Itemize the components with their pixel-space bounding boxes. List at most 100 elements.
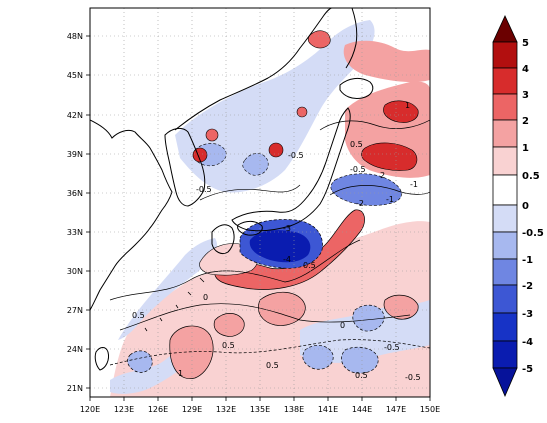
colorbar-label: -5 (522, 364, 533, 375)
colorbar-label: 0 (522, 201, 529, 212)
y-tick-label: 30N (67, 267, 83, 276)
ocean-anomaly-red-blob-4 (213, 313, 245, 337)
contour-label: -0.5 (384, 343, 400, 352)
y-tick-label: 24N (67, 345, 83, 354)
colorbar-segment (492, 231, 518, 260)
colorbar-segment (492, 258, 518, 286)
contour-label: 0.5 (132, 311, 145, 320)
colorbar-segment (492, 119, 518, 148)
oyashio-strong-red (361, 142, 418, 171)
colorbar-label: -4 (522, 337, 533, 348)
map-panel: -3 -4 0.5 -0.5 0 1 -1 2 -2 0.5 -0.5 0.5 … (89, 7, 431, 398)
contour-labels: -3 -4 0.5 -0.5 0 1 -1 2 -2 0.5 -0.5 0.5 … (132, 101, 421, 382)
colorbar-label: 3 (522, 90, 529, 101)
colorbar-label: 2 (522, 116, 529, 127)
x-tick-label: 147E (386, 405, 406, 414)
colorbar-label: -2 (522, 281, 533, 292)
contour-label: 0.5 (266, 361, 279, 370)
contour-label: -0.5 (405, 373, 421, 382)
x-tick-label: 123E (114, 405, 134, 414)
sea-of-japan-red-strip (307, 30, 331, 49)
ocean-anomaly-red-blob-3 (383, 294, 419, 320)
taiwan (94, 347, 109, 371)
contour-label: 0 (203, 293, 208, 302)
mainland-coastline (90, 119, 173, 311)
contour-label: -0.5 (196, 185, 212, 194)
ocean-anomaly-red-blob-2 (258, 292, 306, 326)
colorbar-segment (492, 174, 518, 206)
y-tick-label: 21N (67, 384, 83, 393)
colorbar-segments (492, 15, 518, 398)
sea-of-japan-red-eddy-3 (268, 142, 284, 158)
x-tick-label: 126E (148, 405, 168, 414)
x-tick-label: 135E (250, 405, 270, 414)
japan-kyushu (211, 224, 235, 255)
contour-label: 2 (380, 171, 385, 180)
x-tick-label: 132E (216, 405, 236, 414)
colorbar-segment (492, 340, 518, 369)
colorbar-segment (492, 67, 518, 95)
x-axis: 120E 123E 126E 129E 132E 135E 138E 141E … (80, 397, 440, 414)
japan-shikoku (237, 220, 263, 236)
ocean-anomaly-red-blob-1 (169, 325, 214, 380)
sea-of-japan-red-eddy-2 (205, 128, 219, 142)
x-tick-label: 141E (318, 405, 338, 414)
y-tick-label: 33N (67, 228, 83, 237)
sea-of-japan-red-eddy-4 (296, 106, 308, 118)
contour-label: 1 (178, 369, 183, 378)
ocean-anomaly-blue-patch-4 (127, 350, 153, 373)
deep-blue-anomaly-core (249, 230, 311, 263)
colorbar-segment (492, 93, 518, 121)
y-tick-label: 42N (67, 111, 83, 120)
x-tick-label: 150E (420, 405, 440, 414)
colorbar-label: -1 (522, 255, 533, 266)
x-tick-label: 144E (352, 405, 372, 414)
contour-label: 0.5 (350, 140, 363, 149)
colorbar-segment (492, 312, 518, 342)
japan-hokkaido (339, 77, 374, 99)
sakhalin (345, 8, 358, 69)
colorbar-segment (492, 204, 518, 233)
contour-label: -4 (283, 255, 291, 264)
colorbar-bottom-arrow (492, 367, 518, 398)
y-axis: 21N 24N 27N 30N 33N 36N 39N 42N 45N 48N (67, 32, 90, 393)
ryukyu-islands (144, 277, 205, 332)
contour-label: 0.5 (355, 371, 368, 380)
contour-label: 1 (405, 101, 410, 110)
colorbar-label: 4 (522, 64, 529, 75)
oyashio-strong-red-2 (383, 100, 419, 123)
russia-coastline (174, 8, 333, 131)
x-tick-marks (89, 397, 431, 401)
contour-lines (109, 119, 430, 366)
x-tick-label: 129E (182, 405, 202, 414)
y-tick-marks (86, 35, 90, 389)
x-tick-label: 120E (80, 405, 100, 414)
contour-label: 0.5 (303, 261, 316, 270)
sea-of-japan-light-blue (175, 20, 375, 193)
ocean-anomaly-blue-patch-2 (302, 345, 334, 370)
contour-label: -2 (356, 199, 364, 208)
y-tick-label: 48N (67, 32, 83, 41)
colorbar-label: 1 (522, 143, 529, 154)
y-tick-label: 39N (67, 150, 83, 159)
colorbar-top-arrow (492, 15, 518, 43)
colorbar: 5 4 3 2 1 0.5 0 -0.5 -1 -2 -3 -4 -5 (492, 15, 544, 398)
contour-label: -0.5 (288, 151, 304, 160)
korea-coastline (164, 127, 206, 207)
contour-label: 0.5 (222, 341, 235, 350)
colorbar-label: 0.5 (522, 171, 540, 182)
y-tick-label: 36N (67, 189, 83, 198)
colorbar-segment (492, 284, 518, 314)
oyashio-light-red-east (343, 40, 430, 83)
sea-of-japan-blue-patch-2 (242, 153, 269, 176)
anomaly-field (109, 20, 430, 397)
colorbar-segment (492, 41, 518, 69)
colorbar-label: -3 (522, 309, 533, 320)
contour-label: 0 (340, 321, 345, 330)
ocean-anomaly-blue-patch-3 (341, 346, 379, 374)
japan-honshu (231, 107, 351, 232)
colorbar-segment (492, 146, 518, 176)
ocean-anomaly-blue-patch-1 (352, 304, 385, 332)
contour-label: -1 (410, 180, 418, 189)
